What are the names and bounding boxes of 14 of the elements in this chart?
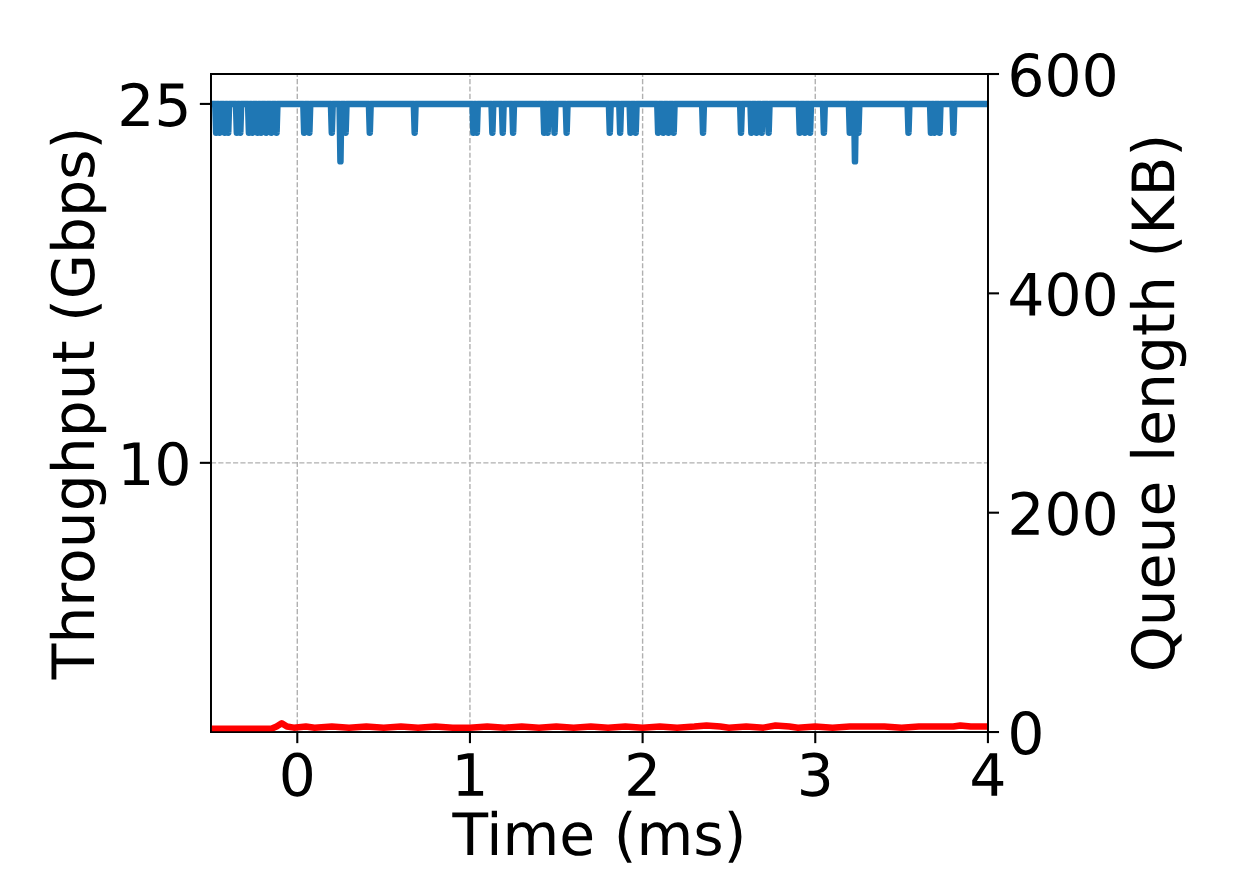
x-tick-label: 2 (628, 752, 656, 796)
y-tick-label: 25 (121, 82, 187, 127)
y2-tick-label: 600 (1011, 52, 1115, 97)
x-tick-label: 3 (801, 752, 830, 797)
y-tick-label: 10 (123, 441, 188, 486)
x-tick-label: 1 (457, 753, 484, 796)
y2-tick-label: 0 (1011, 710, 1041, 756)
y2-tick-label: 400 (1010, 272, 1115, 317)
y2-axis-title: Queue length (KB) (1129, 138, 1187, 669)
x-tick-label: 0 (282, 752, 312, 797)
y-axis-title: Throughput (Gbps) (49, 131, 107, 680)
x-tick-label: 4 (972, 753, 1004, 796)
x-axis-title: Time (ms) (452, 810, 742, 863)
y2-tick-label: 200 (1011, 491, 1115, 536)
